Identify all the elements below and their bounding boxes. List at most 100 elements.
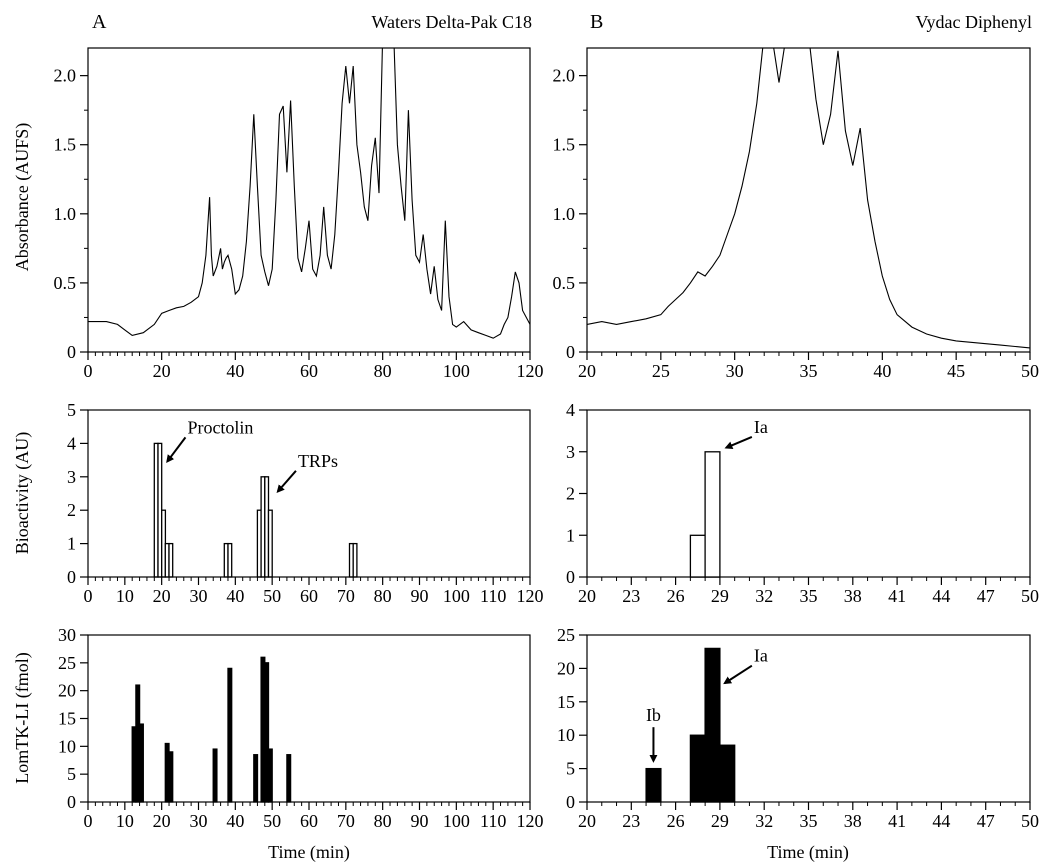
title-b: Vydac Diphenyl xyxy=(916,12,1032,32)
y-tick-label: 4 xyxy=(67,433,76,453)
x-tick-label: 50 xyxy=(1021,361,1039,381)
x-tick-label: 30 xyxy=(726,361,744,381)
bar xyxy=(168,751,174,803)
y-tick-label: 25 xyxy=(58,653,76,673)
y-tick-label: 0 xyxy=(67,342,76,362)
x-tick-label: 35 xyxy=(800,811,818,831)
x-tick-label: 30 xyxy=(190,586,208,606)
x-tick-label: 29 xyxy=(711,811,729,831)
x-tick-label: 26 xyxy=(667,586,685,606)
bar xyxy=(138,723,144,803)
x-tick-label: 47 xyxy=(977,811,995,831)
x-tick-label: 120 xyxy=(517,811,544,831)
y-tick-label: 0 xyxy=(566,792,575,812)
bar xyxy=(267,509,273,578)
x-tick-label: 26 xyxy=(667,811,685,831)
panel-letter-b: B xyxy=(590,11,603,33)
x-tick-label: 70 xyxy=(337,586,355,606)
x-tick-label: 41 xyxy=(888,811,906,831)
y-tick-label: 1.5 xyxy=(553,135,576,155)
plot-frame xyxy=(87,47,531,353)
y-tick-label: 3 xyxy=(67,467,76,487)
y-tick-label: 1 xyxy=(67,534,76,554)
annotation-arrow xyxy=(723,664,753,685)
panel-b-bot: 20 23 26 29 32 35 38 41 44 47 50 0 5 10 15 20 25 Ib Ia xyxy=(557,625,1039,831)
x-tick-label: 50 xyxy=(1021,811,1039,831)
plot-frame xyxy=(87,634,531,803)
y-tick-label: 15 xyxy=(58,709,76,729)
x-tick-label: 0 xyxy=(84,361,93,381)
annotation-arrow xyxy=(166,436,187,464)
x-tick-label: 120 xyxy=(517,586,544,606)
x-tick-label: 20 xyxy=(153,586,171,606)
plot-frame xyxy=(586,409,1031,578)
x-tick-label: 60 xyxy=(300,811,318,831)
panel-a-top: 0 20 40 60 80 100 120 0 0.5 1.0 1.5 2.0 xyxy=(54,47,544,381)
y-tick-label: 2 xyxy=(566,484,575,504)
x-tick-label: 60 xyxy=(300,586,318,606)
bar xyxy=(253,754,259,803)
series-line xyxy=(587,48,1030,349)
x-tick-label: 23 xyxy=(622,586,640,606)
panel-a-bot: 0 10 20 30 40 50 60 70 80 90 100 110 120 0 5 10 15 20 25 30 xyxy=(58,625,544,831)
xlabel-time-a: Time (min) xyxy=(268,842,350,863)
ylabel-bioactivity: Bioactivity (AU) xyxy=(12,432,33,554)
x-tick-label: 45 xyxy=(947,361,965,381)
y-tick-label: 2.0 xyxy=(553,66,576,86)
bar xyxy=(212,748,218,803)
x-tick-label: 70 xyxy=(337,811,355,831)
y-tick-label: 5 xyxy=(566,759,575,779)
bar xyxy=(227,542,233,578)
y-tick-label: 3 xyxy=(566,442,575,462)
y-tick-label: 5 xyxy=(67,764,76,784)
bar xyxy=(227,667,233,803)
x-tick-label: 35 xyxy=(800,586,818,606)
y-tick-label: 1.0 xyxy=(54,204,77,224)
plot-frame xyxy=(586,47,1031,353)
y-tick-label: 0.5 xyxy=(54,273,77,293)
y-tick-label: 2 xyxy=(67,500,76,520)
x-tick-label: 30 xyxy=(190,811,208,831)
y-tick-label: 15 xyxy=(557,692,575,712)
x-tick-label: 23 xyxy=(622,811,640,831)
y-tick-label: 0 xyxy=(67,567,76,587)
x-tick-label: 100 xyxy=(443,586,470,606)
x-tick-label: 0 xyxy=(84,586,93,606)
bar xyxy=(689,534,706,578)
annotation-label: Ib xyxy=(646,705,661,725)
x-tick-label: 0 xyxy=(84,811,93,831)
bar xyxy=(645,767,662,803)
y-tick-label: 0 xyxy=(566,342,575,362)
x-tick-label: 90 xyxy=(411,586,429,606)
series-line xyxy=(88,48,530,339)
y-tick-label: 2.0 xyxy=(54,66,77,86)
y-tick-label: 1 xyxy=(566,525,575,545)
x-tick-label: 20 xyxy=(153,361,171,381)
y-tick-label: 25 xyxy=(557,625,575,645)
xlabel-time-b: Time (min) xyxy=(767,842,849,863)
bar xyxy=(704,647,721,803)
y-tick-label: 5 xyxy=(67,400,76,420)
x-tick-label: 110 xyxy=(480,811,506,831)
x-tick-label: 20 xyxy=(578,586,596,606)
x-tick-label: 60 xyxy=(300,361,318,381)
annotation-arrow xyxy=(724,436,753,450)
y-tick-label: 20 xyxy=(557,658,575,678)
title-a: Waters Delta-Pak C18 xyxy=(371,12,532,32)
x-tick-label: 20 xyxy=(153,811,171,831)
x-tick-label: 40 xyxy=(226,811,244,831)
x-tick-label: 20 xyxy=(578,811,596,831)
ylabel-lomtk: LomTK-LI (fmol) xyxy=(12,652,33,783)
x-tick-label: 80 xyxy=(374,361,392,381)
x-tick-label: 10 xyxy=(116,811,134,831)
x-tick-label: 44 xyxy=(932,811,950,831)
panel-letter-a: A xyxy=(92,11,107,33)
bar xyxy=(689,734,706,803)
x-tick-label: 29 xyxy=(711,586,729,606)
bar xyxy=(286,754,292,803)
x-tick-label: 110 xyxy=(480,586,506,606)
panel-a-mid: 0 10 20 30 40 50 60 70 80 90 100 110 120 0 1 2 3 4 5 Procto… xyxy=(67,400,544,606)
x-tick-label: 40 xyxy=(226,361,244,381)
y-tick-label: 30 xyxy=(58,625,76,645)
